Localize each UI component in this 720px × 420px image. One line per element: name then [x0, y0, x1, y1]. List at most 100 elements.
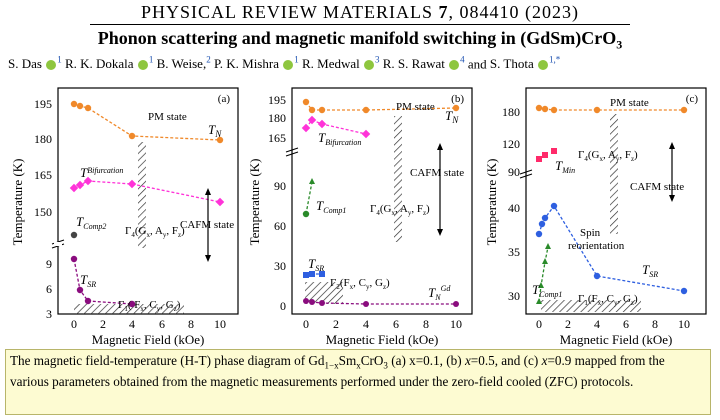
- affiliation-mark: 3: [375, 55, 380, 65]
- author-name: R. S. Rawat: [382, 56, 445, 72]
- tcomp1-point: [545, 243, 551, 249]
- tn-point: [535, 104, 543, 112]
- tngd-point: [319, 300, 325, 306]
- axis-break-left: [519, 173, 533, 179]
- author-7[interactable]: S. Thota 1,*: [489, 55, 560, 72]
- y-tick: 6: [46, 282, 52, 296]
- bifurcation-point: [361, 129, 371, 139]
- tngd-point: [363, 301, 369, 307]
- y-tick: 165: [268, 131, 286, 145]
- x-tick: 10: [214, 317, 226, 331]
- author-1[interactable]: S. Das 1: [8, 55, 62, 71]
- journal-name: PHYSICAL REVIEW MATERIALS: [140, 2, 433, 22]
- y-tick: 90: [508, 165, 520, 179]
- x-tick: 0: [536, 317, 542, 331]
- y-tick: 30: [274, 259, 286, 273]
- tn-point: [318, 106, 326, 114]
- x-tick: 0: [71, 317, 77, 331]
- x-axis-label: Magnetic Field (kOe): [560, 332, 673, 347]
- tcomp1-point: [542, 258, 548, 264]
- gamma1-label: Γ1(Fx, Cy, Gz): [578, 293, 638, 307]
- y-tick: 9: [46, 257, 52, 271]
- paper-title-text: Phonon scattering and magnetic manifold …: [97, 28, 617, 48]
- tsr-label: TSR: [308, 256, 324, 273]
- tsr-label: TSR: [642, 262, 658, 279]
- tcomp1-point: [538, 282, 544, 288]
- x-tick: 2: [333, 317, 339, 331]
- caption-sub: 1−x: [324, 360, 339, 371]
- x-tick: 4: [129, 317, 135, 331]
- x-tick: 10: [450, 317, 462, 331]
- tcomp1-point: [309, 178, 315, 184]
- author-4[interactable]: P. K. Mishra 1: [213, 55, 299, 72]
- author-list: S. Das 1 R. K. Dokala 1 B. Weise,2 P. K.…: [8, 55, 718, 72]
- y-tick: 90: [274, 179, 286, 193]
- tn-point: [302, 98, 310, 106]
- tmin-point: [536, 156, 542, 162]
- author-5[interactable]: R. Medwal 3: [301, 55, 380, 72]
- y-tick: 180: [34, 132, 52, 146]
- tsr-label: TSR: [80, 272, 96, 289]
- tcomp1-label: TComp1: [532, 282, 562, 299]
- tsr-point: [319, 271, 325, 277]
- tngd-point: [453, 301, 459, 307]
- caption-text: =0.9 mapped from the various parameters …: [10, 353, 665, 389]
- y-tick: 120: [502, 137, 520, 151]
- bifurcation-point: [69, 183, 79, 193]
- bifurcation-point: [317, 119, 327, 129]
- bottom-hatch: [305, 282, 343, 304]
- x-axis-label: Magnetic Field (kOe): [326, 332, 439, 347]
- gamma4-label: Γ4(Gx, Ay, Fz): [370, 203, 430, 217]
- author-6[interactable]: R. S. Rawat 4: [382, 55, 465, 72]
- panel-b: (b) 195 180 165 90 60 30 0 0 2 4 6 8 10 …: [247, 87, 473, 347]
- tsr-point: [550, 202, 558, 210]
- gamma4-label: Γ4(Gx, Ay, Fz): [578, 149, 638, 163]
- tmin-point: [551, 148, 557, 154]
- author-2[interactable]: R. K. Dokala 1: [64, 55, 153, 72]
- tn-point: [550, 106, 558, 114]
- caption-sub: x: [356, 360, 361, 371]
- tngd-point: [309, 299, 315, 305]
- orcid-icon: [537, 60, 548, 71]
- header-rule: [90, 24, 630, 25]
- author-name: R. K. Dokala: [64, 56, 134, 72]
- x-tick: 2: [565, 317, 571, 331]
- y-tick: 180: [268, 111, 286, 125]
- author-name: S. Thota: [489, 56, 534, 72]
- axis-break-left: [285, 151, 299, 157]
- tsr-point: [70, 255, 78, 263]
- tn-point: [84, 104, 92, 112]
- author-name: B. Weise,: [156, 56, 207, 72]
- y-tick: 40: [508, 201, 520, 215]
- tsr-point: [84, 297, 92, 305]
- tn-point: [362, 106, 370, 114]
- bifurcation-point: [127, 179, 137, 189]
- tsr-point: [538, 220, 546, 228]
- tn-line: [305, 101, 457, 111]
- arrow-up-icon: [669, 142, 675, 149]
- y-tick: 195: [34, 97, 52, 111]
- tngd-label: TNGd: [428, 284, 451, 302]
- author-name: P. K. Mishra: [213, 56, 279, 72]
- y-axis-label: Temperature (K): [484, 159, 499, 246]
- tn-point: [308, 106, 316, 114]
- paper-title: Phonon scattering and magnetic manifold …: [0, 28, 720, 53]
- arrow-up-icon: [205, 188, 211, 195]
- x-tick: 4: [363, 317, 369, 331]
- transition-hatch: [138, 142, 146, 248]
- y-tick: 165: [34, 168, 52, 182]
- bifurcation-point: [75, 180, 85, 190]
- caption-text: Sm: [338, 353, 357, 368]
- author-3[interactable]: B. Weise,2: [156, 55, 211, 72]
- tngd-point: [303, 298, 309, 304]
- author-name: R. Medwal: [301, 56, 360, 72]
- y-axis-label: Temperature (K): [10, 159, 25, 246]
- caption-var: x: [541, 353, 548, 368]
- tcomp1-line: [305, 181, 313, 215]
- tsr-point: [535, 230, 543, 238]
- x-tick: 10: [678, 317, 690, 331]
- axis-break-left: [285, 147, 299, 153]
- arrow-down-icon: [669, 195, 675, 202]
- x-axis-label: Magnetic Field (kOe): [92, 332, 205, 347]
- figure-caption: The magnetic field-temperature (H-T) pha…: [5, 349, 711, 415]
